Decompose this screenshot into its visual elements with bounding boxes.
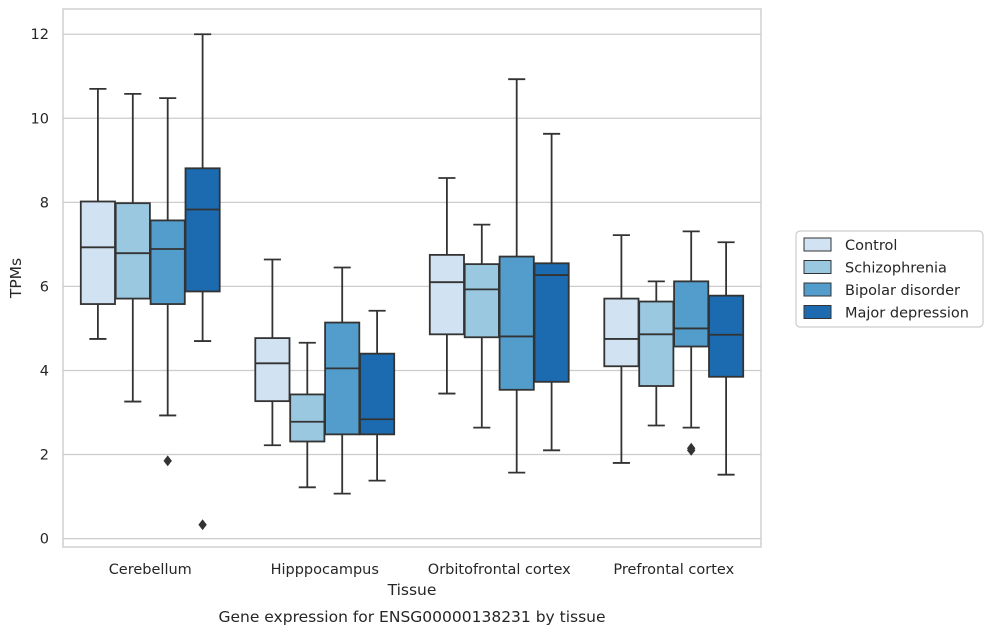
legend-item: Bipolar disorder [803, 282, 960, 299]
box-orbitofrontal-cortex-bipolar-disorder [498, 78, 535, 474]
box-prefrontal-cortex-control [603, 234, 640, 464]
legend-swatch [803, 260, 832, 274]
outlier-point [687, 442, 696, 454]
box-prefrontal-cortex-bipolar-disorder [673, 230, 710, 456]
x-axis-title: Tissue [387, 581, 437, 599]
box-body [149, 219, 186, 305]
y-tick-label: 4 [40, 363, 49, 379]
box-hipppocampus-major-depression [359, 309, 396, 482]
legend-label: Major depression [845, 306, 969, 322]
box-orbitofrontal-cortex-major-depression [533, 132, 570, 452]
x-tick-label: Cerebellum [109, 562, 192, 578]
legend-item: Major depression [803, 305, 969, 322]
y-axis-title: TPMs [7, 258, 25, 299]
y-tick-label: 6 [40, 279, 49, 295]
box-prefrontal-cortex-schizophrenia [638, 280, 675, 427]
box-cerebellum-control [79, 87, 116, 340]
box-body [254, 337, 291, 403]
legend-item: Schizophrenia [803, 260, 947, 277]
legend: Control Schizophrenia Bipolar disorder Majo… [795, 230, 984, 328]
y-tick-label: 2 [40, 448, 49, 464]
box-body [289, 393, 326, 443]
box-cerebellum-bipolar-disorder [149, 97, 186, 467]
legend-frame [795, 230, 984, 328]
outlier-point [198, 519, 207, 531]
x-tick-label: Hipppocampus [271, 562, 379, 578]
legend-swatch [803, 282, 832, 297]
box-body [184, 167, 221, 293]
box-cerebellum-schizophrenia [114, 93, 151, 403]
box-body [708, 294, 745, 378]
box-hipppocampus-bipolar-disorder [324, 266, 361, 495]
y-tick-labels: 0 2 4 6 8 10 12 [31, 27, 49, 547]
box-hipppocampus-control [254, 258, 291, 447]
box-cerebellum-major-depression [184, 33, 221, 531]
box-prefrontal-cortex-major-depression [708, 241, 745, 476]
box-body [428, 253, 465, 336]
box-body [638, 300, 675, 387]
box-hipppocampus-schizophrenia [289, 341, 326, 489]
x-tick-label: Orbitofrontal cortex [428, 562, 571, 578]
legend-label: Schizophrenia [845, 261, 947, 277]
box-body [673, 280, 710, 348]
box-groups [79, 33, 745, 531]
legend-item: Control [803, 237, 897, 254]
legend-label: Control [845, 238, 897, 254]
legend-label: Bipolar disorder [845, 283, 960, 299]
chart-caption: Gene expression for ENSG00000138231 by t… [218, 608, 605, 626]
y-tick-label: 0 [40, 532, 49, 548]
box-orbitofrontal-cortex-schizophrenia [463, 223, 500, 429]
legend-swatch [803, 237, 832, 252]
box-body [498, 255, 535, 391]
y-tick-label: 10 [31, 111, 49, 127]
x-tick-labels: Cerebellum Hipppocampus Orbitofrontal cort… [109, 562, 735, 578]
box-orbitofrontal-cortex-control [428, 177, 465, 395]
box-body [114, 202, 151, 300]
x-tick-label: Prefrontal cortex [613, 562, 734, 578]
y-tick-label: 12 [31, 27, 49, 43]
box-body [603, 297, 640, 368]
plot-frame [62, 8, 762, 548]
box-body [324, 321, 361, 436]
box-body [533, 262, 570, 383]
box-body [463, 263, 500, 339]
box-body [79, 200, 116, 305]
legend-swatch [803, 305, 832, 319]
y-tick-label: 8 [40, 195, 49, 211]
outlier-point [163, 455, 172, 467]
box-body [359, 352, 396, 436]
